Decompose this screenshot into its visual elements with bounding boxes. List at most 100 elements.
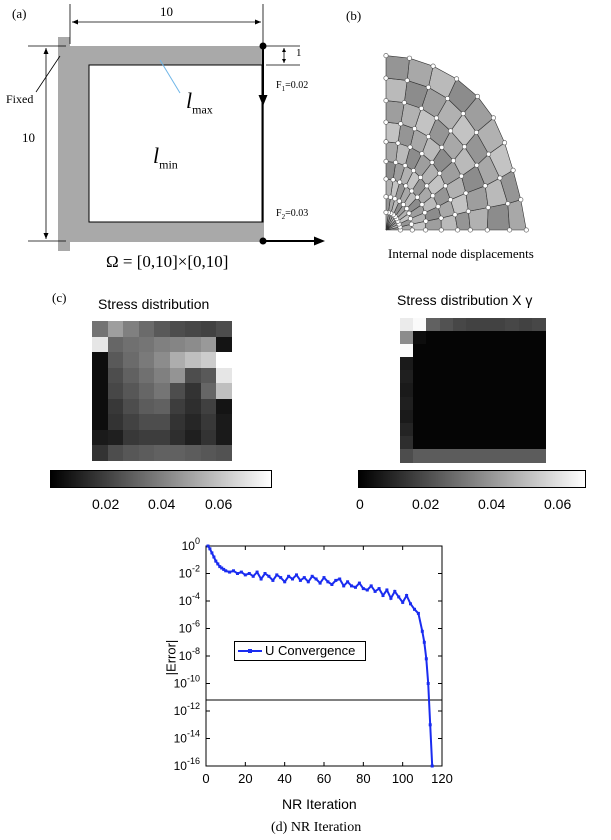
heatmap-cell [216,383,233,400]
heatmap-cell [123,367,140,384]
heatmap-cell [413,383,428,398]
legend-swatch [238,649,262,653]
mesh-node [397,179,403,185]
series-point [310,574,314,578]
mesh-node [448,128,454,134]
heatmap-cell [518,344,533,359]
mesh-node [395,140,401,146]
heatmap-cell [531,448,546,463]
mesh-node [406,55,412,61]
mesh-node [425,134,431,140]
series-point [218,565,222,569]
heatmap-cell [169,336,186,353]
heatmap-cell [200,414,217,431]
mesh-node [433,115,439,121]
l-min-label: lmin [153,143,178,172]
heatmap-cell [452,409,467,424]
heatmap-cell [465,383,480,398]
heatmap-cell [492,344,507,359]
heatmap-cell [439,435,454,450]
series-point [422,640,426,644]
mesh-node [438,227,444,233]
heatmap-cell [426,318,441,332]
mesh-node [461,144,467,150]
chart-legend: U Convergence [234,641,366,661]
heatmap-cell [154,445,171,462]
heatmap-cell [518,331,533,346]
heatmap-cell [216,414,233,431]
heatmap-cell [200,398,217,415]
heatmap-cell [92,321,108,337]
mesh-node [419,151,425,157]
dim-thickness-label: 1 [296,47,302,59]
series-point [314,577,318,581]
heatmap-cell [107,336,124,353]
series-point [228,570,232,574]
heatmap-cell [154,414,171,431]
heatmap-cell [465,344,480,359]
heatmap-cell [531,318,546,332]
y-tick-label: 10-16 [174,756,200,773]
mesh-node [408,221,414,227]
heatmap-cell [465,396,480,411]
series-point [255,570,259,574]
series-point [409,602,412,606]
heatmap-cell [426,435,441,450]
heatmap-cell [452,357,467,372]
colorbar-right-tick: 0.04 [478,496,506,512]
mesh-node [402,163,408,169]
heatmap-cell [92,383,108,400]
heatmap-cell [216,445,233,462]
heatmap-cell [479,370,494,385]
series-point [361,587,365,591]
heatmap-cell [479,396,494,411]
heatmap-cell [505,396,520,411]
y-axis-label: |Error| [163,639,179,676]
heatmap-cell [216,367,233,384]
heatmap-cell [107,383,124,400]
x-tick-label: 40 [277,771,291,786]
series-point [354,585,357,589]
heatmap-cell [185,429,202,446]
series-point [322,576,326,580]
series-point [251,574,255,578]
heatmap-cell [107,398,124,415]
series-point [397,595,401,599]
series-point [334,578,338,582]
heatmap-cell [479,448,494,463]
series-point [232,569,235,573]
heatmap-cell [479,344,494,359]
heatmap-cell [452,370,467,385]
mesh-node [422,210,428,216]
series-point [365,588,369,592]
heatmap-cell [123,445,140,462]
force-f1-label: F1=0.02 [276,80,309,93]
heatmap-cell [492,409,507,424]
mesh-node [404,206,410,212]
heatmap-cell [439,448,454,463]
heatmap-cell [123,336,140,353]
heatmap-cell [439,331,454,346]
heatmap-cell [107,445,124,462]
mesh-node [450,158,456,164]
heatmap-cell [439,370,454,385]
heatmap-cell [505,422,520,437]
series-point [430,764,434,768]
panel-a-diagram [28,4,325,251]
heatmap-cell [518,357,533,372]
mesh-node [396,198,402,204]
mesh-node [383,53,389,59]
mesh-node [447,197,453,203]
mesh-node [383,98,389,104]
mesh-node [412,126,418,132]
heatmap-cell [92,367,108,384]
mesh-node [518,197,524,203]
heatmap-cell [492,370,507,385]
heatmap-cell [138,383,155,400]
series-point [369,584,373,588]
heatmap-cell [505,318,520,332]
heatmap-cell [138,336,155,353]
series-point [295,573,298,577]
heatmap-cell [518,396,533,411]
stress-right-title: Stress distribution X γ [397,292,533,308]
